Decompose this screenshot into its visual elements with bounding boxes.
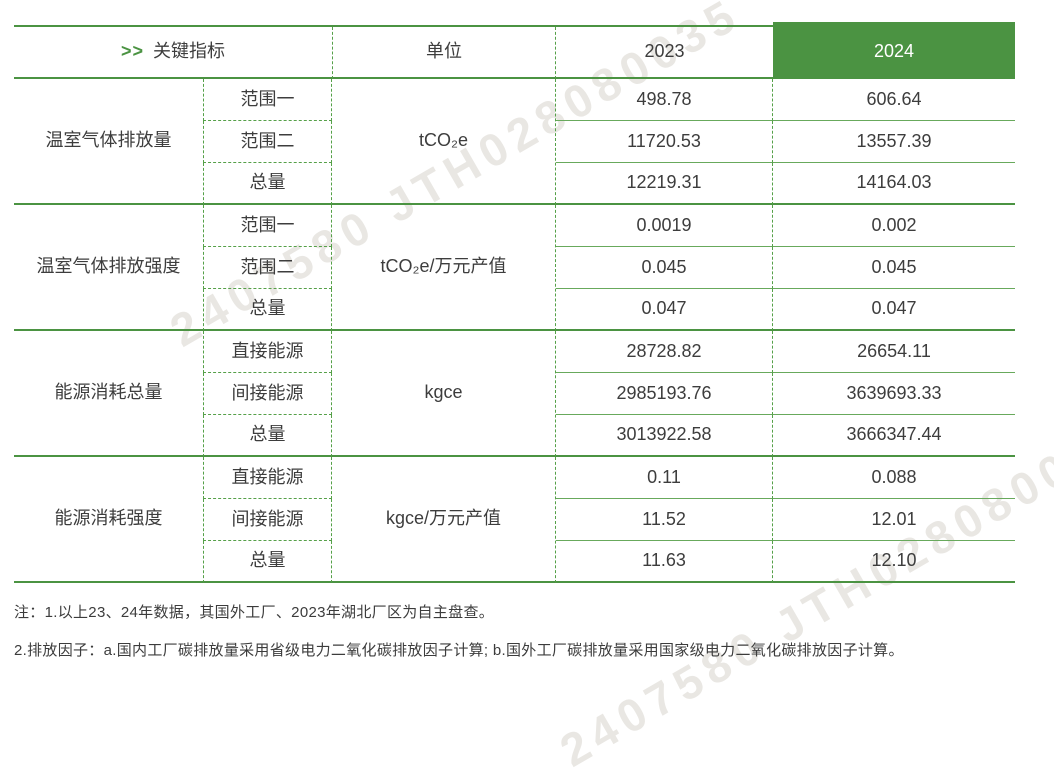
sub-label: 范围二 — [203, 121, 332, 163]
value-2023: 0.11 — [556, 457, 773, 499]
value-2024: 0.002 — [773, 205, 1015, 247]
footnote-2: 2.排放因子：a.国内工厂碳排放量采用省级电力二氧化碳排放因子计算; b.国外工… — [14, 642, 904, 659]
header-key-label: 关键指标 — [153, 41, 226, 62]
header-2023: 2023 — [556, 27, 773, 79]
value-2024: 3639693.33 — [773, 373, 1015, 415]
value-2024: 26654.11 — [773, 331, 1015, 373]
footnotes: 注：1.以上23、24年数据，其国外工厂、2023年湖北厂区为自主盘查。 2.排… — [14, 601, 904, 677]
sub-label: 总量 — [203, 289, 332, 331]
sub-label: 直接能源 — [203, 331, 332, 373]
value-2023: 2985193.76 — [556, 373, 773, 415]
value-2024: 12.10 — [773, 541, 1015, 583]
value-2023: 0.045 — [556, 247, 773, 289]
sub-label: 范围二 — [203, 247, 332, 289]
group-label: 能源消耗总量 — [14, 331, 203, 457]
header-unit: 单位 — [332, 27, 556, 79]
value-2023: 28728.82 — [556, 331, 773, 373]
value-2024: 0.045 — [773, 247, 1015, 289]
value-2024: 606.64 — [773, 79, 1015, 121]
unit-cell: kgce/万元产值 — [332, 457, 556, 583]
value-2024: 13557.39 — [773, 121, 1015, 163]
group-label: 温室气体排放强度 — [14, 205, 203, 331]
footnote-1: 注：1.以上23、24年数据，其国外工厂、2023年湖北厂区为自主盘查。 — [14, 604, 495, 621]
chevrons-icon: >> — [120, 41, 145, 62]
header-2024-label: 2024 — [873, 41, 915, 62]
value-2023: 11.52 — [556, 499, 773, 541]
value-2024: 0.088 — [773, 457, 1015, 499]
value-2023: 11720.53 — [556, 121, 773, 163]
group-label: 温室气体排放量 — [14, 79, 203, 205]
value-2023: 498.78 — [556, 79, 773, 121]
unit-cell: tCO₂e/万元产值 — [332, 205, 556, 331]
sub-label: 总量 — [203, 163, 332, 205]
unit-cell: tCO₂e — [332, 79, 556, 205]
sub-label: 范围一 — [203, 79, 332, 121]
sub-label: 间接能源 — [203, 373, 332, 415]
value-2023: 11.63 — [556, 541, 773, 583]
sub-label: 总量 — [203, 415, 332, 457]
sub-label: 直接能源 — [203, 457, 332, 499]
header-key-indicators: >> 关键指标 — [14, 27, 332, 79]
sub-label: 间接能源 — [203, 499, 332, 541]
key-indicators-table: >> 关键指标 单位 2023 2024 温室气体排放量 tCO₂e 范围一 4… — [14, 22, 1015, 583]
value-2024: 12.01 — [773, 499, 1015, 541]
sub-label: 范围一 — [203, 205, 332, 247]
value-2023: 0.0019 — [556, 205, 773, 247]
sub-label: 总量 — [203, 541, 332, 583]
group-label: 能源消耗强度 — [14, 457, 203, 583]
value-2024: 14164.03 — [773, 163, 1015, 205]
value-2024: 3666347.44 — [773, 415, 1015, 457]
unit-cell: kgce — [332, 331, 556, 457]
value-2024: 0.047 — [773, 289, 1015, 331]
value-2023: 3013922.58 — [556, 415, 773, 457]
value-2023: 12219.31 — [556, 163, 773, 205]
value-2023: 0.047 — [556, 289, 773, 331]
header-2024: 2024 — [773, 22, 1015, 79]
